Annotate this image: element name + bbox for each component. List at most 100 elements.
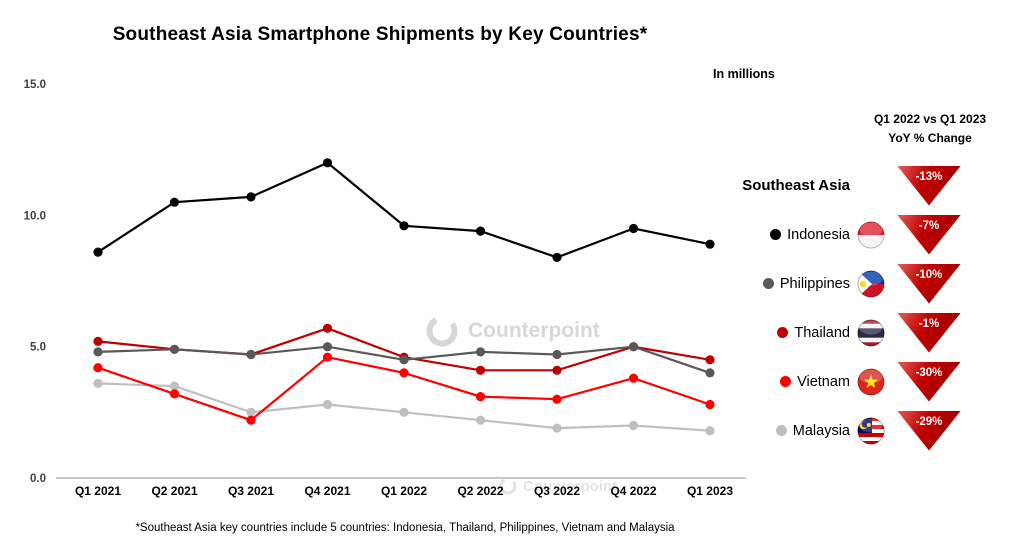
data-point-malaysia [552, 423, 562, 433]
units-label: In millions [713, 67, 775, 81]
legend-row-philippines: Philippines -10% [735, 259, 1020, 308]
data-point-thailand [475, 365, 486, 375]
yoy-value-southeast-asia: -13% [915, 170, 943, 183]
thailand-flag-icon [857, 319, 885, 346]
flag-area [850, 221, 892, 249]
x-tick-label: Q3 2021 [228, 484, 274, 498]
data-point-indonesia [93, 247, 103, 257]
data-point-malaysia [169, 381, 180, 391]
data-point-vietnam [705, 399, 715, 410]
data-point-indonesia [399, 221, 409, 231]
y-tick-label: 15.0 [24, 79, 46, 91]
yoy-triangle-area: -13% [892, 165, 966, 206]
y-tick-label: 5.0 [30, 342, 46, 354]
yoy-header-line2: YoY % Change [888, 130, 972, 145]
yoy-value-thailand: -1% [918, 317, 940, 330]
philippines-flag-icon [857, 270, 885, 297]
data-point-malaysia [322, 399, 333, 410]
yoy-triangle-area: -10% [892, 263, 966, 304]
data-point-malaysia [399, 407, 409, 417]
x-tick-label: Q1 2022 [381, 484, 427, 498]
legend-label-area: Southeast Asia [735, 177, 850, 194]
x-tick-label: Q4 2022 [610, 484, 656, 498]
watermark-text: Counterpoint [523, 477, 618, 495]
data-point-philippines [169, 344, 180, 354]
yoy-header: Q1 2022 vs Q1 2023 YoY % Change [850, 110, 1010, 147]
page-title: Southeast Asia Smartphone Shipments by K… [112, 24, 648, 45]
yoy-triangle-area: -30% [892, 361, 966, 402]
data-point-philippines [705, 368, 715, 378]
yoy-value-philippines: -10% [915, 268, 943, 281]
yoy-triangle-area: -1% [892, 312, 966, 353]
x-tick-label: Q1 2023 [687, 484, 733, 498]
legend-row-malaysia: Malaysia -29% [735, 406, 1020, 455]
yoy-value-indonesia: -7% [918, 219, 940, 232]
series-line-indonesia [97, 161, 711, 259]
data-point-philippines [322, 342, 333, 352]
counterpoint-watermark-bottom: Counterpoint [498, 476, 617, 496]
data-point-vietnam [93, 363, 103, 373]
yoy-decline-triangle-indonesia: -7% [897, 214, 961, 255]
data-point-thailand [552, 365, 562, 375]
y-tick-label: 10.0 [24, 210, 46, 222]
legend-row-indonesia: Indonesia -7% [735, 210, 1020, 259]
legend-label-philippines: Philippines [779, 275, 850, 292]
counterpoint-watermark: Counterpoint [424, 313, 600, 349]
yoy-header-line1: Q1 2022 vs Q1 2023 [873, 112, 987, 126]
data-point-thailand [705, 355, 715, 365]
legend-label-indonesia: Indonesia [787, 226, 850, 243]
data-point-philippines [93, 347, 103, 357]
yoy-value-malaysia: -29% [915, 415, 943, 428]
series-marker-icon [770, 229, 782, 240]
data-point-philippines [246, 349, 256, 360]
legend-row-vietnam: Vietnam -30% [735, 357, 1020, 406]
legend-panel: Southeast Asia -13% Indonesia -7% Philippine… [735, 161, 1020, 455]
data-point-vietnam [475, 392, 486, 402]
data-point-vietnam [552, 394, 562, 404]
y-tick-label: 0.0 [30, 473, 46, 485]
data-point-malaysia [705, 426, 715, 436]
data-point-philippines [475, 347, 486, 357]
legend-label-vietnam: Vietnam [797, 373, 850, 390]
series-marker-icon [780, 376, 792, 387]
footnote: *Southeast Asia key countries include 5 … [135, 522, 675, 534]
data-point-indonesia [628, 223, 639, 234]
data-point-indonesia [552, 252, 562, 262]
data-point-philippines [552, 349, 562, 360]
data-point-philippines [628, 342, 639, 352]
indonesia-flag-icon [857, 221, 885, 248]
data-point-vietnam [246, 415, 256, 425]
vietnam-flag-icon [857, 368, 885, 395]
data-point-malaysia [628, 420, 639, 431]
legend-label-area: Philippines [735, 276, 850, 292]
data-point-thailand [322, 323, 333, 333]
yoy-decline-triangle-philippines: -10% [897, 263, 961, 304]
yoy-triangle-area: -29% [892, 410, 966, 451]
series-marker-icon [777, 327, 789, 338]
series-marker-icon [762, 278, 774, 289]
data-point-vietnam [169, 389, 180, 399]
malaysia-flag-icon [857, 417, 885, 444]
x-tick-label: Q4 2021 [304, 484, 350, 498]
yoy-value-vietnam: -30% [915, 366, 943, 379]
legend-label-thailand: Thailand [794, 324, 850, 341]
legend-row-southeast-asia: Southeast Asia -13% [735, 161, 1020, 210]
series-marker-icon [775, 425, 787, 436]
data-point-indonesia [322, 158, 333, 168]
legend-label-area: Vietnam [735, 374, 850, 390]
data-point-thailand [93, 336, 103, 346]
flag-area [850, 417, 892, 445]
legend-label-southeast-asia: Southeast Asia [742, 177, 850, 194]
flag-area [850, 319, 892, 347]
yoy-decline-triangle-thailand: -1% [897, 312, 961, 353]
data-point-malaysia [93, 378, 103, 388]
data-point-vietnam [322, 352, 333, 362]
legend-label-malaysia: Malaysia [792, 422, 850, 439]
line-chart: 0.0 5.0 10.0 15.0 Q1 2021 Q2 2021 Q3 2021 Q4 20… [24, 79, 746, 498]
x-tick-label: Q2 2021 [151, 484, 197, 498]
yoy-triangle-area: -7% [892, 214, 966, 255]
data-point-indonesia [169, 197, 180, 207]
yoy-decline-triangle-malaysia: -29% [897, 410, 961, 451]
flag-area [850, 368, 892, 396]
